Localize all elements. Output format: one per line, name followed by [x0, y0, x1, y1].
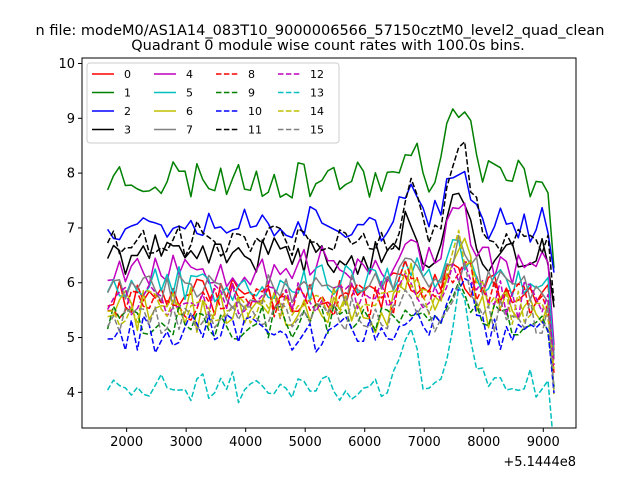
series-line-8 [107, 259, 555, 373]
legend-label-8: 8 [248, 68, 255, 81]
series-line-13 [106, 286, 553, 428]
series-line-3 [106, 192, 555, 308]
series-line-9 [106, 281, 555, 387]
legend-label-3: 3 [124, 124, 131, 137]
legend-label-2: 2 [124, 105, 131, 118]
series-line-7 [106, 234, 555, 359]
y-tick-label: 10 [58, 57, 75, 72]
series-line-1 [106, 108, 555, 269]
x-tick-label: 3000 [170, 435, 203, 450]
series-line-11 [106, 141, 555, 303]
series-line-10 [107, 277, 555, 394]
x-tick-label: 4000 [229, 435, 262, 450]
x-tick-label: 5000 [289, 435, 322, 450]
legend-box [86, 62, 340, 144]
x-tick-label: 8000 [467, 435, 500, 450]
plot-frame [81, 57, 577, 429]
y-tick-label: 4 [67, 386, 75, 401]
legend-label-15: 15 [310, 124, 324, 137]
series-layer [106, 108, 555, 428]
x-tick-label: 2000 [110, 435, 143, 450]
legend-label-13: 13 [310, 87, 324, 100]
legend-label-4: 4 [186, 68, 193, 81]
y-tick-label: 9 [67, 112, 75, 127]
legend-label-10: 10 [248, 105, 262, 118]
x-tick-label: 6000 [348, 435, 381, 450]
series-line-4 [107, 202, 555, 345]
legend-label-6: 6 [186, 105, 193, 118]
legend-label-14: 14 [310, 105, 324, 118]
y-tick-label: 7 [67, 221, 75, 236]
y-tick-label: 5 [67, 331, 75, 346]
y-tick-label: 6 [67, 276, 75, 291]
x-tick-label: 7000 [408, 435, 441, 450]
legend-label-0: 0 [124, 68, 131, 81]
legend-label-9: 9 [248, 87, 255, 100]
series-line-15 [106, 261, 555, 390]
legend-label-12: 12 [310, 68, 324, 81]
x-offset-label: +5.1444e8 [503, 455, 576, 470]
legend-label-11: 11 [248, 124, 262, 137]
chart-title: Quadrant 0 module wise count rates with … [131, 38, 525, 54]
legend-label-1: 1 [124, 87, 131, 100]
y-axis: 4 5 6 7 8 9 10 [58, 57, 82, 401]
x-tick-label: 9000 [527, 435, 560, 450]
series-line-5 [106, 239, 555, 357]
legend-label-7: 7 [186, 124, 193, 137]
series-line-14 [107, 229, 555, 369]
y-tick-label: 8 [67, 167, 75, 182]
chart-suptitle: n file: modeM0/AS1A14_083T10_9000006566_… [36, 23, 605, 39]
legend-label-5: 5 [186, 87, 193, 100]
x-axis: 2000 3000 4000 5000 6000 7000 8000 9000 [110, 428, 560, 450]
